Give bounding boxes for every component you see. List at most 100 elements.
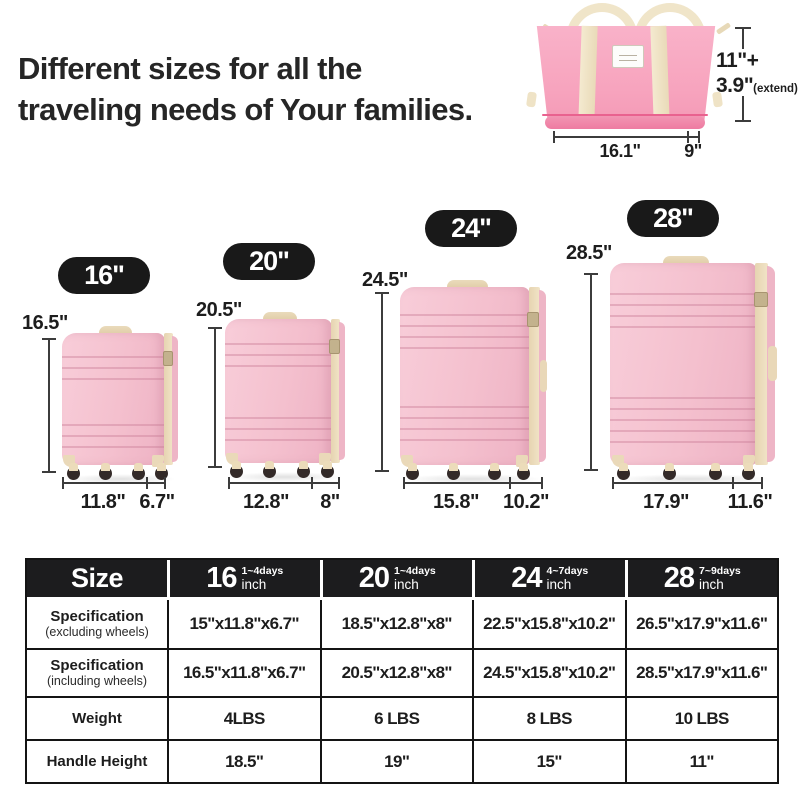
- headline-line-1: Different sizes for all the: [18, 51, 362, 86]
- case-wheel: [263, 461, 277, 478]
- table-cell: 4LBS: [167, 696, 320, 739]
- case-zipper-band: [528, 287, 541, 465]
- table-cell: 18.5": [167, 739, 320, 782]
- case-wheel: [321, 461, 334, 478]
- bag-width-label: 16.1": [599, 141, 641, 161]
- table-cell: 6 LBS: [319, 696, 472, 739]
- table-cell: 15"x11.8"x6.7": [167, 600, 320, 648]
- case-24-width-line: [403, 477, 543, 489]
- suitcase-24-figure: [400, 280, 548, 484]
- case-wheel: [662, 463, 676, 480]
- case-16-height-line: [42, 338, 56, 473]
- case-28-width-line: [612, 477, 763, 489]
- case-wheel: [66, 463, 80, 480]
- table-cell: 11": [624, 739, 777, 782]
- bag-height-label: 11"+ 3.9"(extend): [716, 48, 798, 102]
- header-unit: inch: [546, 576, 572, 592]
- case-20-width-line: [228, 477, 340, 489]
- headline: Different sizes for all the traveling ne…: [18, 48, 473, 130]
- bag-zipper-pull-right: [715, 22, 732, 35]
- case-24-height-label: 24.5": [362, 269, 408, 291]
- header-days: 7~9days: [699, 565, 741, 577]
- case-wheel: [742, 463, 755, 480]
- headline-line-2: traveling needs of Your families.: [18, 92, 473, 127]
- case-shadow: [64, 474, 176, 484]
- bag-width-line: [553, 131, 700, 143]
- case-side-face: [339, 322, 345, 460]
- case-28-height-line: [584, 273, 598, 471]
- bag-depth-label: 9": [684, 141, 702, 161]
- table-cell: 28.5"x17.9"x11.6": [624, 648, 777, 696]
- header-unit: inch: [241, 576, 267, 592]
- bag-width-tick: [687, 131, 689, 143]
- row-label-spec-excl: Specification (excluding wheels): [45, 608, 149, 640]
- case-tsa-lock: [527, 312, 540, 327]
- case-shadow: [402, 474, 544, 484]
- table-header-24: 24 4~7days inch: [472, 560, 625, 600]
- table-cell: 18.5"x12.8"x8": [319, 600, 473, 648]
- suitcase-28-figure: [610, 256, 777, 484]
- case-wheel: [405, 463, 419, 480]
- case-20-height-line: [208, 327, 222, 468]
- bag-height-line-top: [735, 27, 751, 49]
- case-shadow: [613, 474, 772, 484]
- case-wheel: [516, 463, 530, 480]
- table-header-size: Size: [27, 560, 167, 600]
- size-badge-28: 28": [627, 200, 719, 237]
- bag-strap-right: [650, 25, 670, 123]
- case-shell: [610, 263, 757, 465]
- row-label-weight: Weight: [27, 696, 167, 739]
- header-size-number: 20: [358, 562, 390, 594]
- tote-bag-figure: 16.1" 9": [500, 0, 800, 168]
- suitcase-16-figure: [62, 326, 178, 484]
- case-24-width-label: 15.8": [433, 491, 479, 513]
- table-cell: 19": [319, 739, 472, 782]
- suitcase-20-figure: [225, 312, 345, 482]
- table-cell: 26.5"x17.9"x11.6": [624, 600, 778, 648]
- bag-height-value: 11"+: [716, 49, 759, 72]
- bag-extend-value: 3.9"(extend): [716, 74, 798, 97]
- header-size-number: 24: [511, 562, 542, 594]
- case-shell: [62, 333, 166, 465]
- case-24-depth-label: 10.2": [503, 491, 549, 513]
- header-unit: inch: [699, 576, 724, 592]
- case-side-face: [172, 336, 178, 462]
- spec-table: Size 16 1~4days inch 20 1~4days inch 24 4~…: [25, 558, 779, 784]
- case-16-width-line: [62, 477, 166, 489]
- size-badge-20: 20": [223, 243, 315, 280]
- case-shell: [400, 287, 530, 465]
- bag-body: [536, 26, 716, 122]
- header-days: 1~4days: [241, 565, 284, 577]
- case-28-width-tick: [732, 477, 734, 489]
- case-wheel: [229, 461, 243, 478]
- case-28-width-label: 17.9": [643, 491, 689, 513]
- header-size-number: 16: [206, 562, 237, 594]
- case-20-width-label: 12.8": [243, 491, 289, 513]
- header-days: 1~4days: [394, 565, 436, 577]
- header-size-number: 28: [663, 562, 695, 594]
- case-wheel: [446, 463, 460, 480]
- table-header-16: 16 1~4days inch: [167, 560, 320, 600]
- case-wheel: [616, 463, 630, 480]
- table-cell: 16.5"x11.8"x6.7": [167, 648, 320, 696]
- bag-height-line-bottom: [735, 96, 751, 122]
- size-badge-24: 24": [425, 210, 517, 247]
- row-label-spec-incl: Specification (including wheels): [27, 648, 167, 696]
- table-header-20: 20 1~4days inch: [319, 560, 472, 600]
- case-zipper-band: [755, 263, 769, 465]
- case-16-depth-label: 6.7": [139, 491, 175, 513]
- table-cell: 10 LBS: [624, 696, 777, 739]
- case-24-height-line: [375, 292, 389, 472]
- bag-side-tab-left: [526, 91, 537, 108]
- case-wheel: [99, 463, 113, 480]
- bag-expansion-seam: [542, 114, 708, 116]
- case-20-depth-label: 8": [320, 491, 340, 513]
- case-zipper-band: [330, 319, 341, 463]
- case-tsa-lock: [162, 350, 173, 366]
- case-28-height-label: 28.5": [566, 242, 612, 264]
- case-wheel: [154, 463, 168, 480]
- row-label-handle-height: Handle Height: [27, 739, 167, 782]
- case-16-height-label: 16.5": [22, 312, 68, 334]
- case-28-depth-label: 11.6": [727, 491, 773, 513]
- bag-brand-patch: [612, 45, 644, 68]
